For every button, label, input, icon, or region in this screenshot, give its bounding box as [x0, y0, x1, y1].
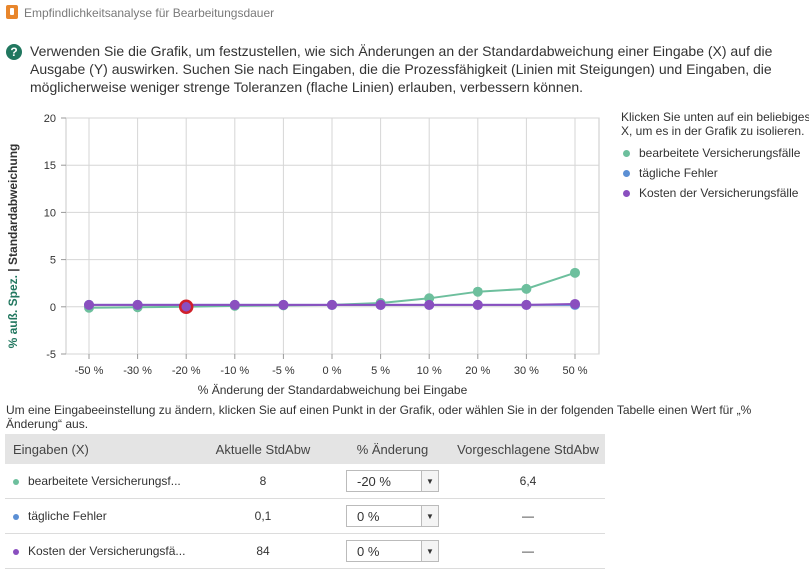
y-axis-label-right: Standardabweichung [6, 144, 20, 265]
legend-item-kosten-der-versicherungsfaelle[interactable]: Kosten der Versicherungsfälle [621, 183, 809, 203]
x-tick-label: 30 % [514, 365, 539, 377]
table-row: Kosten der Versicherungsfä... 84 0 % ▼ — [5, 533, 605, 569]
row-dot [13, 513, 19, 520]
change-dropdown[interactable]: 0 % ▼ [346, 540, 439, 562]
y-tick-label: 10 [44, 207, 56, 219]
app-icon [6, 5, 18, 19]
x-tick-label: -5 % [272, 365, 295, 377]
change-dropdown[interactable]: -20 % ▼ [346, 470, 439, 492]
input-name-cell: bearbeitete Versicherungsf... [5, 464, 192, 499]
header-aenderung: % Änderung [334, 434, 451, 464]
title-bar: Empfindlichkeitsanalyse für Bearbeitungs… [0, 0, 809, 26]
y-axis-label-sep: | [6, 265, 20, 272]
change-cell: -20 % ▼ [334, 464, 451, 499]
x-tick-label: -30 % [123, 365, 152, 377]
window-title: Empfindlichkeitsanalyse für Bearbeitungs… [24, 6, 275, 20]
series-point-2[interactable] [327, 299, 337, 310]
series-point-2[interactable] [521, 299, 532, 310]
series-point-2[interactable] [229, 299, 240, 310]
change-value: 0 % [357, 543, 380, 559]
x-tick-label: 0 % [323, 365, 342, 377]
y-tick-label: 20 [44, 113, 56, 125]
series-point-0[interactable] [521, 283, 532, 294]
x-tick-label: 10 % [417, 365, 442, 377]
change-value: -20 % [357, 473, 391, 489]
legend-intro: Klicken Sie unten auf ein beliebiges X, … [621, 110, 809, 138]
x-tick-label: 20 % [465, 365, 490, 377]
series-point-0[interactable] [472, 286, 483, 297]
y-tick-label: 0 [50, 302, 56, 314]
series-point-2[interactable] [472, 299, 483, 310]
table-row: bearbeitete Versicherungsf... 8 -20 % ▼ … [5, 464, 605, 499]
input-name: bearbeitete Versicherungsf... [28, 474, 181, 488]
series-point-2[interactable] [132, 299, 143, 310]
suggested-stdabw: 6,4 [451, 464, 605, 499]
current-stdabw: 0,1 [192, 498, 334, 534]
header-vorgeschlagene-stdabw: Vorgeschlagene StdAbw [451, 434, 605, 464]
row-dot [13, 478, 19, 485]
suggested-stdabw: — [451, 498, 605, 534]
x-tick-label: 50 % [562, 365, 587, 377]
legend-dot [623, 149, 630, 157]
change-cell: 0 % ▼ [334, 498, 451, 534]
current-stdabw: 8 [192, 464, 334, 499]
suggested-stdabw: — [451, 533, 605, 569]
legend-dot [623, 169, 630, 177]
y-tick-label: 15 [44, 160, 56, 172]
selected-point[interactable] [178, 299, 194, 315]
header-eingaben: Eingaben (X) [5, 434, 192, 464]
chevron-down-icon[interactable]: ▼ [421, 471, 438, 491]
x-tick-label: -10 % [220, 365, 249, 377]
series-point-2[interactable] [278, 299, 289, 310]
input-name: Kosten der Versicherungsfä... [28, 544, 186, 558]
table-header-row: Eingaben (X) Aktuelle StdAbw % Änderung … [5, 434, 605, 464]
legend-label: bearbeitete Versicherungsfälle [639, 146, 801, 160]
input-name-cell: tägliche Fehler [5, 498, 192, 534]
legend-dot [623, 189, 630, 197]
legend-label: Kosten der Versicherungsfälle [639, 186, 799, 200]
inputs-table: Eingaben (X) Aktuelle StdAbw % Änderung … [5, 434, 605, 569]
chevron-down-icon[interactable]: ▼ [421, 541, 438, 561]
row-dot [13, 548, 19, 555]
series-point-0[interactable] [570, 267, 580, 278]
change-cell: 0 % ▼ [334, 533, 451, 569]
y-axis-label: % auß. Spez. | Standardabweichung [6, 144, 20, 349]
x-tick-label: -50 % [75, 365, 104, 377]
input-name: tägliche Fehler [28, 509, 107, 523]
legend: Klicken Sie unten auf ein beliebiges X, … [621, 110, 809, 203]
legend-item-bearbeitete-versicherungsfaelle[interactable]: bearbeitete Versicherungsfälle [621, 143, 809, 163]
change-value: 0 % [357, 508, 380, 524]
x-tick-label: 5 % [371, 365, 390, 377]
y-axis-label-left: % auß. Spez. [6, 272, 20, 349]
legend-item-taegliche-fehler[interactable]: tägliche Fehler [621, 163, 809, 183]
x-tick-label: -20 % [172, 365, 201, 377]
header-aktuelle-stdabw: Aktuelle StdAbw [192, 434, 334, 464]
current-stdabw: 84 [192, 533, 334, 569]
series-point-2[interactable] [375, 299, 386, 310]
table-note: Um eine Eingabeeinstellung zu ändern, kl… [6, 403, 752, 431]
instructions-text: Verwenden Sie die Grafik, um festzustell… [30, 43, 773, 95]
y-tick-label: 5 [50, 255, 56, 267]
x-axis-label: % Änderung der Standardabweichung bei Ei… [198, 383, 468, 397]
help-icon[interactable]: ? [6, 44, 22, 60]
legend-label: tägliche Fehler [639, 166, 718, 180]
series-point-2[interactable] [570, 298, 580, 309]
series-point-2[interactable] [424, 299, 435, 310]
y-tick-label: -5 [46, 349, 56, 361]
chevron-down-icon[interactable]: ▼ [421, 506, 438, 526]
table-row: tägliche Fehler 0,1 0 % ▼ — [5, 498, 605, 534]
change-dropdown[interactable]: 0 % ▼ [346, 505, 439, 527]
sensitivity-chart[interactable]: -5 0 5 10 15 20 -50 % -30 % -20 % -10 % -5 % 0 % 5 %… [0, 106, 615, 402]
series-point-2[interactable] [84, 299, 94, 310]
input-name-cell: Kosten der Versicherungsfä... [5, 533, 192, 569]
